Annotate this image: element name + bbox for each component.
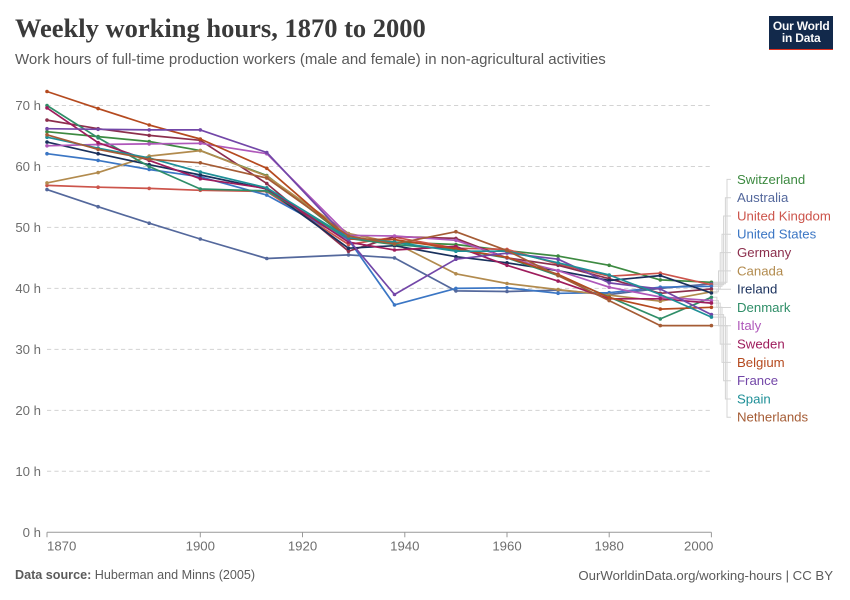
svg-text:Denmark: Denmark [737,300,791,315]
svg-text:Netherlands: Netherlands [737,410,809,425]
svg-text:50 h: 50 h [15,220,41,235]
svg-text:70 h: 70 h [15,98,41,113]
svg-text:Germany: Germany [737,245,792,260]
svg-text:Belgium: Belgium [737,355,785,370]
svg-text:France: France [737,373,778,388]
svg-text:1900: 1900 [186,538,215,553]
svg-text:Spain: Spain [737,391,771,406]
svg-text:Switzerland: Switzerland [737,172,805,187]
svg-text:0 h: 0 h [23,525,41,540]
svg-text:60 h: 60 h [15,159,41,174]
svg-text:Australia: Australia [737,190,789,205]
svg-text:10 h: 10 h [15,464,41,479]
svg-text:United States: United States [737,227,817,242]
svg-text:1960: 1960 [492,538,521,553]
svg-text:Italy: Italy [737,318,762,333]
svg-text:1940: 1940 [390,538,419,553]
svg-text:30 h: 30 h [15,342,41,357]
svg-text:1870: 1870 [47,538,76,553]
svg-text:Sweden: Sweden [737,337,785,352]
svg-text:Ireland: Ireland [737,282,777,297]
svg-text:1920: 1920 [288,538,317,553]
svg-text:Canada: Canada [737,263,784,278]
svg-text:United Kingdom: United Kingdom [737,208,831,223]
svg-text:1980: 1980 [595,538,624,553]
svg-text:2000: 2000 [684,538,713,553]
svg-text:40 h: 40 h [15,281,41,296]
svg-text:20 h: 20 h [15,403,41,418]
